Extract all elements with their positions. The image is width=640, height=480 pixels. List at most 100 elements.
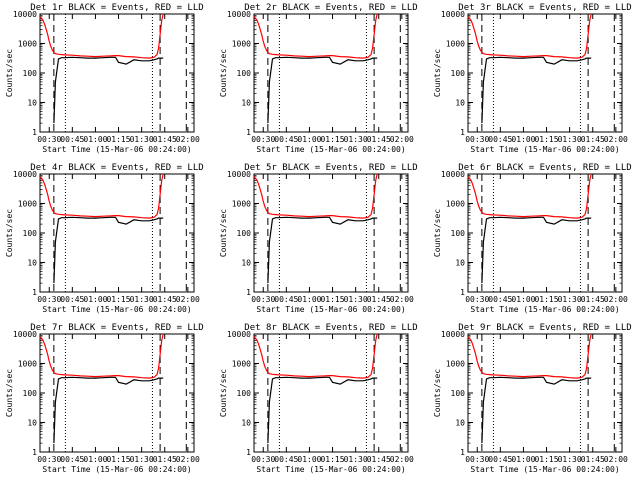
lld-series-line bbox=[39, 13, 164, 59]
x-tick-label: 01:15 bbox=[320, 295, 344, 304]
y-tick-label: 100 bbox=[23, 389, 38, 398]
lld-series-line bbox=[39, 333, 164, 379]
x-axis-label: Start Time (15-Mar-06 00:24:00) bbox=[470, 145, 619, 154]
x-tick-label: 01:45 bbox=[367, 455, 391, 464]
x-tick-label: 00:45 bbox=[488, 295, 512, 304]
panel-title: Det 2r BLACK = Events, RED = LLD bbox=[244, 3, 417, 13]
x-tick-label: 01:15 bbox=[534, 295, 558, 304]
y-tick-label: 1000 bbox=[446, 200, 465, 209]
y-axis-label: Counts/sec bbox=[5, 209, 14, 257]
lld-series-line bbox=[467, 13, 592, 59]
y-tick-label: 1 bbox=[32, 448, 37, 457]
x-axis-label: Start Time (15-Mar-06 00:24:00) bbox=[470, 305, 619, 314]
y-tick-label: 1 bbox=[32, 288, 37, 297]
y-tick-label: 1 bbox=[246, 448, 251, 457]
x-tick-label: 02:00 bbox=[604, 295, 628, 304]
y-axis-label: Counts/sec bbox=[433, 209, 442, 257]
y-tick-label: 1000 bbox=[232, 360, 251, 369]
x-tick-label: 01:45 bbox=[581, 135, 605, 144]
y-tick-label: 100 bbox=[451, 389, 466, 398]
x-tick-label: 00:45 bbox=[274, 455, 298, 464]
y-tick-label: 10 bbox=[455, 259, 465, 268]
x-tick-label: 01:30 bbox=[130, 295, 154, 304]
panel-8: Det 8r BLACK = Events, RED = LLD 1 10 100 10… bbox=[219, 323, 418, 474]
x-tick-label: 02:00 bbox=[176, 135, 200, 144]
y-tick-label: 1 bbox=[460, 288, 465, 297]
x-tick-label: 01:15 bbox=[106, 135, 130, 144]
x-tick-label: 01:30 bbox=[130, 135, 154, 144]
y-tick-label: 10 bbox=[455, 419, 465, 428]
y-tick-label: 10000 bbox=[441, 330, 465, 339]
panel-title: Det 5r BLACK = Events, RED = LLD bbox=[244, 163, 417, 173]
y-tick-label: 10 bbox=[241, 99, 251, 108]
y-tick-label: 1000 bbox=[446, 360, 465, 369]
panel-2: Det 2r BLACK = Events, RED = LLD 1 10 100 10… bbox=[219, 3, 418, 154]
y-tick-label: 1 bbox=[460, 448, 465, 457]
x-tick-label: 01:30 bbox=[344, 455, 368, 464]
x-tick-label: 01:15 bbox=[320, 135, 344, 144]
x-tick-label: 01:30 bbox=[344, 135, 368, 144]
plot-frame bbox=[39, 333, 195, 453]
y-tick-label: 1000 bbox=[232, 200, 251, 209]
y-tick-label: 10 bbox=[27, 259, 37, 268]
y-tick-label: 1 bbox=[246, 128, 251, 137]
x-tick-label: 02:00 bbox=[176, 295, 200, 304]
plot-frame bbox=[253, 13, 409, 133]
x-tick-label: 01:45 bbox=[367, 295, 391, 304]
y-tick-label: 100 bbox=[451, 229, 466, 238]
x-tick-label: 00:30 bbox=[465, 135, 489, 144]
y-tick-label: 1 bbox=[460, 128, 465, 137]
panel-3: Det 3r BLACK = Events, RED = LLD 1 10 100 10… bbox=[433, 3, 632, 154]
y-tick-label: 100 bbox=[237, 69, 252, 78]
x-tick-label: 01:30 bbox=[558, 135, 582, 144]
x-tick-label: 01:00 bbox=[297, 135, 321, 144]
events-series-line bbox=[267, 376, 378, 444]
x-tick-label: 01:45 bbox=[153, 455, 177, 464]
x-tick-label: 01:15 bbox=[320, 455, 344, 464]
x-tick-label: 02:00 bbox=[604, 135, 628, 144]
panel-title: Det 6r BLACK = Events, RED = LLD bbox=[458, 163, 631, 173]
x-tick-label: 01:00 bbox=[511, 455, 535, 464]
x-tick-label: 01:45 bbox=[581, 295, 605, 304]
y-tick-label: 10000 bbox=[227, 330, 251, 339]
events-series-line bbox=[481, 376, 592, 444]
x-tick-label: 00:30 bbox=[37, 455, 61, 464]
x-tick-label: 02:00 bbox=[604, 455, 628, 464]
x-tick-label: 01:30 bbox=[130, 455, 154, 464]
y-tick-label: 1000 bbox=[18, 200, 37, 209]
plot-frame bbox=[467, 13, 623, 133]
plot-frame bbox=[467, 333, 623, 453]
x-tick-label: 01:15 bbox=[534, 455, 558, 464]
y-axis-label: Counts/sec bbox=[219, 369, 228, 417]
x-tick-label: 02:00 bbox=[176, 455, 200, 464]
events-series-line bbox=[53, 376, 164, 444]
y-axis-label: Counts/sec bbox=[433, 369, 442, 417]
x-tick-label: 00:45 bbox=[274, 135, 298, 144]
x-tick-label: 00:30 bbox=[37, 295, 61, 304]
x-tick-label: 01:15 bbox=[534, 135, 558, 144]
panel-1: Det 1r BLACK = Events, RED = LLD 1 10 100 10… bbox=[5, 3, 204, 154]
panel-title: Det 7r BLACK = Events, RED = LLD bbox=[30, 323, 203, 333]
x-tick-label: 00:30 bbox=[251, 295, 275, 304]
lld-series-line bbox=[253, 13, 378, 59]
panel-7: Det 7r BLACK = Events, RED = LLD 1 10 100 10… bbox=[5, 323, 204, 474]
x-tick-label: 01:45 bbox=[153, 135, 177, 144]
y-tick-label: 100 bbox=[237, 229, 252, 238]
x-tick-label: 02:00 bbox=[390, 455, 414, 464]
lld-series-line bbox=[39, 173, 164, 219]
x-tick-label: 01:00 bbox=[511, 135, 535, 144]
y-tick-label: 100 bbox=[451, 69, 466, 78]
panel-9: Det 9r BLACK = Events, RED = LLD 1 10 100 10… bbox=[433, 323, 632, 474]
x-tick-label: 00:30 bbox=[37, 135, 61, 144]
events-series-line bbox=[267, 56, 378, 124]
y-tick-label: 100 bbox=[237, 389, 252, 398]
y-tick-label: 10000 bbox=[441, 170, 465, 179]
x-tick-label: 01:30 bbox=[558, 455, 582, 464]
panel-title: Det 4r BLACK = Events, RED = LLD bbox=[30, 163, 203, 173]
y-tick-label: 100 bbox=[23, 69, 38, 78]
lld-series-line bbox=[253, 333, 378, 379]
y-tick-label: 10 bbox=[455, 99, 465, 108]
y-axis-label: Counts/sec bbox=[5, 49, 14, 97]
plot-frame bbox=[467, 173, 623, 293]
events-series-line bbox=[481, 216, 592, 284]
